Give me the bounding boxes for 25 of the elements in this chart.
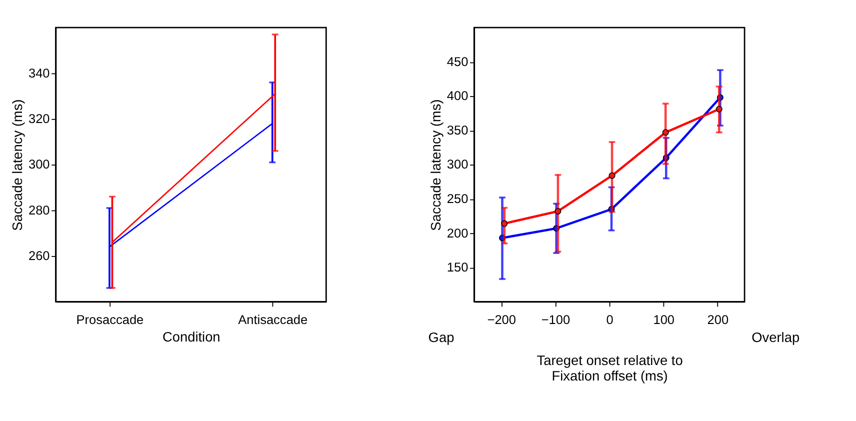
y-tick-label: 260 xyxy=(28,248,50,264)
x-axis-title: Condition xyxy=(162,329,220,344)
y-tick-label: 300 xyxy=(446,156,468,172)
text: Overlap xyxy=(752,330,800,345)
y-tick-label: 350 xyxy=(446,122,468,138)
y-tick-label: 450 xyxy=(446,54,468,69)
x-tick-label: −100 xyxy=(541,312,570,328)
x-tick-label: Prosaccade xyxy=(76,312,144,328)
y-tick-label: 200 xyxy=(446,225,468,240)
y-axis-title: Saccade latency (ms) xyxy=(10,99,26,231)
x-tick-label: 100 xyxy=(653,312,675,328)
x-tick-label: Antisaccade xyxy=(238,312,308,328)
y-tick-label: 400 xyxy=(446,88,468,104)
y-tick-label: 280 xyxy=(28,202,50,218)
y-tick-label: 250 xyxy=(446,191,468,206)
x-tick-label: 200 xyxy=(707,312,729,328)
text: Gap xyxy=(428,330,455,345)
x-tick-label: 0 xyxy=(606,312,614,328)
y-tick-label: 150 xyxy=(446,260,468,275)
x-tick-label: −200 xyxy=(487,312,516,328)
y-tick-label: 300 xyxy=(28,156,50,172)
y-tick-label: 340 xyxy=(28,65,50,80)
y-tick-label: 320 xyxy=(28,111,50,126)
x-axis-title: Tareget onset relative to Fixation offset (ms) xyxy=(536,353,684,384)
y-axis-title: Saccade latency (ms) xyxy=(428,99,444,231)
